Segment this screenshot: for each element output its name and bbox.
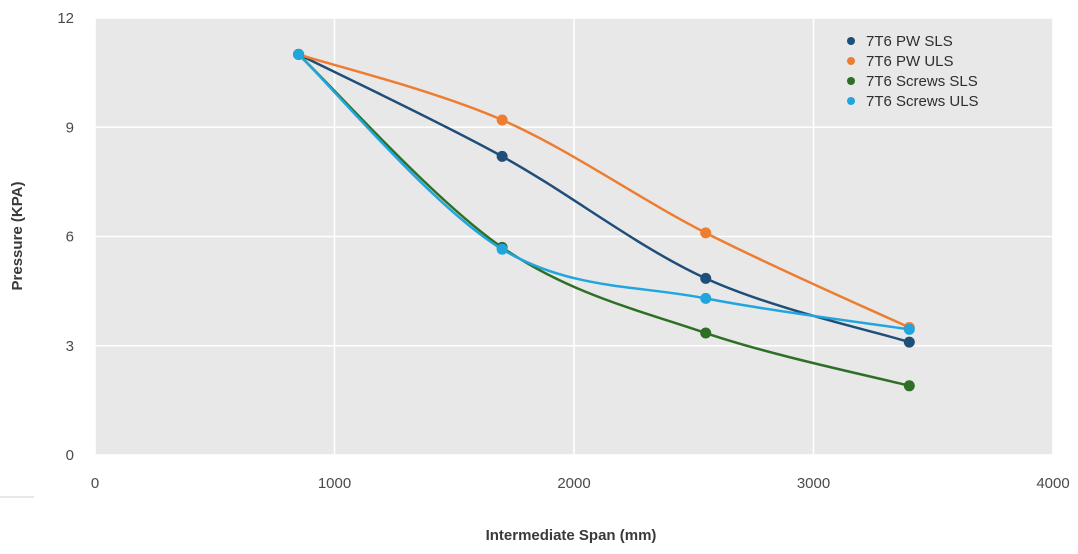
series-line [297,53,910,388]
y-axis-title: Pressure (KPA) [9,182,26,291]
gridlines [94,17,1054,456]
data-point [496,150,508,162]
legend: 7T6 PW SLS 7T6 PW ULS 7T6 Screws SLS 7T6 Sc… [847,33,979,110]
tick-labels: 0 1000 2000 3000 4000 0 3 6 9 12 [57,10,1069,492]
y-tick-label: 12 [57,10,74,27]
x-tick-label: 3000 [797,475,830,492]
series-line [298,53,910,329]
legend-label: 7T6 PW SLS [866,33,953,50]
data-point [903,323,915,335]
legend-marker [847,97,855,105]
data-point [700,327,712,339]
data-point [903,336,915,348]
y-tick-label: 0 [66,447,74,464]
y-tick-label: 3 [66,338,74,355]
legend-label: 7T6 PW ULS [866,53,954,70]
data-point [700,292,712,304]
x-tick-label: 1000 [318,475,351,492]
series-group [293,48,915,392]
y-tick-label: 9 [66,119,74,136]
data-point [293,48,305,60]
legend-marker [847,57,855,65]
legend-label: 7T6 Screws ULS [866,93,979,110]
data-point [496,243,508,255]
data-point [700,227,712,239]
data-point [903,380,915,392]
legend-marker [847,77,855,85]
series-7t6-screws-uls [293,48,915,335]
x-tick-label: 4000 [1036,475,1069,492]
legend-marker [847,37,855,45]
series-line [297,53,910,331]
data-point [700,272,712,284]
y-tick-label: 6 [66,229,74,246]
x-axis-title: Intermediate Span (mm) [486,527,657,544]
legend-label: 7T6 Screws SLS [866,73,978,90]
x-tick-label: 0 [91,475,99,492]
data-point [496,114,508,126]
x-tick-label: 2000 [557,475,590,492]
